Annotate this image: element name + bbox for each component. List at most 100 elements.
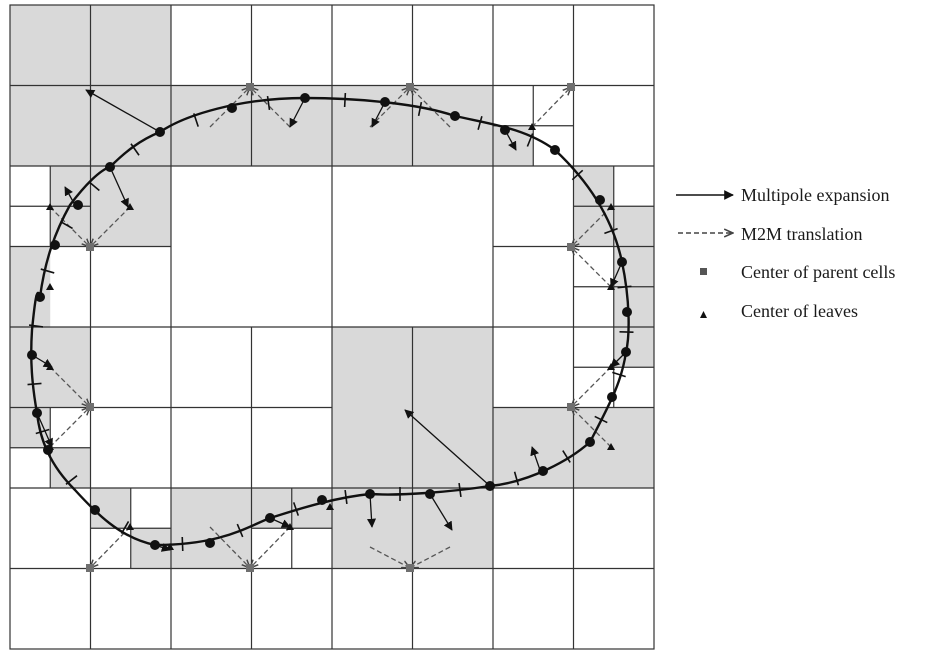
parent-square — [86, 243, 94, 251]
parent-square — [567, 403, 575, 411]
element-tick — [458, 482, 462, 498]
element-tick — [343, 92, 347, 108]
boundary-node — [27, 350, 37, 360]
parent-square — [246, 83, 254, 91]
m2m-arrow — [209, 526, 250, 568]
element-tick — [617, 285, 632, 289]
leaf-centers — [46, 123, 615, 550]
multipole-arrow — [85, 89, 161, 133]
boundary-node — [380, 97, 390, 107]
boundary-node — [32, 408, 42, 418]
element-tick — [594, 415, 608, 424]
legend-parent: Center of parent cells — [700, 262, 895, 282]
leaf-triangle — [46, 283, 54, 290]
parent-center-marker — [567, 83, 575, 91]
leaf-triangle — [528, 123, 536, 130]
m2m-translation-arrows — [49, 87, 612, 568]
parent-center-marker — [406, 83, 414, 91]
element-tick — [612, 371, 626, 378]
boundary-node — [317, 495, 327, 505]
parent-square — [246, 564, 254, 572]
shaded-cell — [412, 85, 493, 166]
shaded-cell — [613, 327, 654, 368]
multipole-arrow — [530, 446, 541, 471]
parent-square — [86, 564, 94, 572]
boundary-node — [365, 489, 375, 499]
boundary-node — [621, 347, 631, 357]
boundary-node — [105, 162, 115, 172]
legend-label-leaves: Center of leaves — [741, 301, 858, 321]
boundary-node — [35, 292, 45, 302]
leaf-triangle — [46, 443, 54, 450]
parent-square — [406, 83, 414, 91]
boundary-node — [73, 200, 83, 210]
parent-center-marker — [86, 564, 94, 572]
multipole-arrow — [289, 97, 306, 128]
parent-center-marker — [406, 564, 414, 572]
legend: Multipole expansion M2M translation Cent… — [676, 185, 895, 321]
boundary-node — [595, 195, 605, 205]
multipole-arrow — [366, 493, 377, 528]
boundary-node — [500, 125, 510, 135]
legend-multipole: Multipole expansion — [676, 185, 889, 205]
m2m-arrow — [571, 366, 612, 407]
element-tick — [604, 227, 618, 235]
parent-square-icon — [700, 268, 707, 275]
leaf-triangle-icon — [700, 311, 707, 318]
parent-square — [567, 243, 575, 251]
m2m-arrow — [250, 87, 291, 128]
boundary-node — [485, 481, 495, 491]
element-tick — [120, 521, 130, 534]
element-tick — [417, 101, 423, 117]
element-tick — [27, 382, 42, 386]
m2m-arrow — [49, 407, 90, 448]
element-tick — [526, 133, 534, 147]
leaf-triangle — [607, 443, 615, 450]
element-tick — [28, 324, 44, 328]
boundary-node — [50, 240, 60, 250]
boundary-node — [300, 93, 310, 103]
boundary-node — [150, 540, 160, 550]
m2m-arrow — [410, 87, 451, 128]
leaf-triangle — [46, 363, 54, 370]
leaf-triangle — [166, 543, 174, 550]
parent-center-marker — [567, 403, 575, 411]
element-tick — [65, 475, 78, 485]
leaf-triangle — [286, 523, 294, 530]
parent-center-marker — [246, 83, 254, 91]
element-tick — [236, 523, 244, 538]
parent-center-marker — [567, 243, 575, 251]
m2m-arrow — [49, 366, 90, 407]
boundary-node — [550, 145, 560, 155]
element-tick — [344, 489, 348, 505]
element-tick — [181, 536, 184, 552]
multipole-arrow — [109, 166, 129, 208]
legend-label-multipole: Multipole expansion — [741, 185, 889, 205]
leaf-triangle — [46, 203, 54, 210]
element-tick — [292, 502, 300, 516]
legend-label-parent: Center of parent cells — [741, 262, 895, 282]
m2m-arrow — [531, 87, 571, 128]
boundary-node — [617, 257, 627, 267]
legend-leaves: Center of leaves — [700, 301, 858, 321]
element-tick — [130, 143, 140, 156]
parent-square — [86, 403, 94, 411]
shaded-cell — [613, 206, 654, 247]
legend-label-m2m: M2M translation — [741, 224, 863, 244]
boundary-node — [227, 103, 237, 113]
m2m-arrow — [571, 407, 612, 448]
parent-square — [406, 564, 414, 572]
element-tick — [193, 113, 199, 127]
m2m-arrow — [90, 206, 131, 247]
element-tick — [88, 180, 100, 192]
m2m-arrow — [571, 247, 612, 288]
leaf-triangle — [126, 523, 134, 530]
element-tick — [562, 450, 571, 463]
parent-center-marker — [86, 243, 94, 251]
multipole-arrow — [36, 412, 53, 448]
boundary-node — [205, 538, 215, 548]
boundary-node — [585, 437, 595, 447]
boundary-element-ticks — [27, 92, 634, 552]
legend-m2m: M2M translation — [678, 224, 863, 244]
